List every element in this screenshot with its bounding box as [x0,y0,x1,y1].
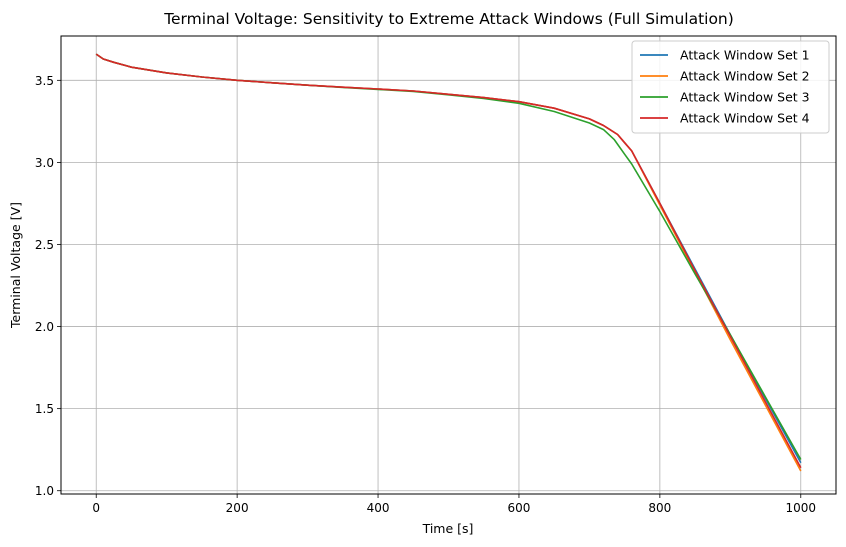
series-lines [95,53,802,472]
legend-label: Attack Window Set 2 [680,69,810,84]
x-tick-label: 600 [508,501,531,515]
y-tick-label: 1.0 [35,484,54,498]
x-tick-label: 400 [367,501,390,515]
x-axis-ticks: 0 200 400 600 800 1000 [92,494,816,515]
series-line-4 [95,53,802,469]
y-tick-label: 2.5 [35,238,54,252]
x-tick-label: 1000 [785,501,816,515]
legend-label: Attack Window Set 4 [680,111,810,126]
y-axis-label: Terminal Voltage [V] [8,202,23,329]
y-tick-label: 2.0 [35,320,54,334]
plot-frame [60,35,837,495]
y-tick-label: 1.5 [35,402,54,416]
legend: Attack Window Set 1 Attack Window Set 2 At… [631,40,830,134]
y-tick-label: 3.5 [35,74,54,88]
chart-title: Terminal Voltage: Sensitivity to Extreme… [163,10,734,28]
legend-label: Attack Window Set 1 [680,48,810,63]
legend-label: Attack Window Set 3 [680,90,810,105]
x-tick-label: 800 [648,501,671,515]
y-axis-ticks: 1.0 1.5 2.0 2.5 3.0 3.5 [35,74,61,498]
y-tick-label: 3.0 [35,156,54,170]
legend-box [631,40,830,134]
x-tick-label: 0 [92,501,100,515]
x-axis-label: Time [s] [422,521,474,536]
x-tick-label: 200 [226,501,249,515]
